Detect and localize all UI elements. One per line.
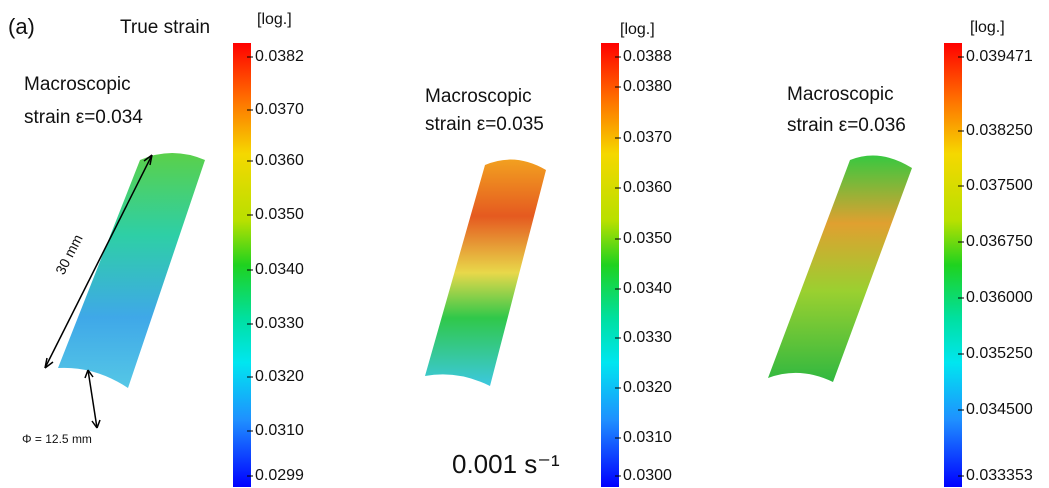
tick-label: 0.038250 (966, 122, 1033, 139)
colorbar (233, 43, 251, 487)
tick-label: 0.0388 (623, 48, 672, 65)
tick-label: 0.039471 (966, 48, 1033, 65)
tick-label: 0.0380 (623, 78, 672, 95)
caption: Macroscopic (425, 86, 532, 107)
tick-label: 0.0370 (623, 129, 672, 146)
caption: strain ε=0.034 (24, 107, 143, 128)
tick-label: 0.037500 (966, 177, 1033, 194)
colorbar-title: True strain (120, 17, 210, 38)
tick-label: 0.0320 (623, 379, 672, 396)
tick-label: 0.0370 (255, 101, 304, 118)
tick-label: 0.034500 (966, 401, 1033, 418)
tick-label: 0.0350 (255, 206, 304, 223)
tick-label: 0.033353 (966, 467, 1033, 484)
tick-label: 0.0310 (623, 429, 672, 446)
tick-label: 0.0360 (255, 152, 304, 169)
tick-label: 0.0299 (255, 467, 304, 484)
diameter-label: Φ = 12.5 mm (22, 432, 92, 446)
tick-label: 0.0350 (623, 230, 672, 247)
colorbar (944, 43, 962, 487)
tick-label: 0.0340 (255, 261, 304, 278)
tick-label: 0.0330 (255, 315, 304, 332)
colorbar (601, 43, 619, 487)
tick-label: 0.0330 (623, 329, 672, 346)
tick-label: 0.0300 (623, 467, 672, 484)
strain-map (425, 159, 546, 386)
caption: strain ε=0.036 (787, 115, 906, 136)
figure-label: (a) (8, 14, 35, 39)
tick-label: 0.0310 (255, 422, 304, 439)
length-label: 30 mm (52, 232, 86, 277)
colorbar-unit: [log.] (970, 19, 1005, 36)
tick-label: 0.036000 (966, 289, 1033, 306)
strain-map (58, 153, 205, 388)
strain-rate: 0.001 s⁻¹ (452, 449, 560, 479)
tick-label: 0.0340 (623, 280, 672, 297)
dimension-arrows (44, 154, 153, 429)
tick-label: 0.0360 (623, 179, 672, 196)
tick-label: 0.035250 (966, 345, 1033, 362)
strain-map (768, 155, 912, 382)
caption: Macroscopic (24, 74, 131, 95)
colorbar-unit: [log.] (257, 11, 292, 28)
caption: Macroscopic (787, 84, 894, 105)
tick-label: 0.0382 (255, 48, 304, 65)
tick-label: 0.0320 (255, 368, 304, 385)
caption: strain ε=0.035 (425, 114, 544, 135)
colorbar-unit: [log.] (620, 21, 655, 38)
tick-label: 0.036750 (966, 233, 1033, 250)
